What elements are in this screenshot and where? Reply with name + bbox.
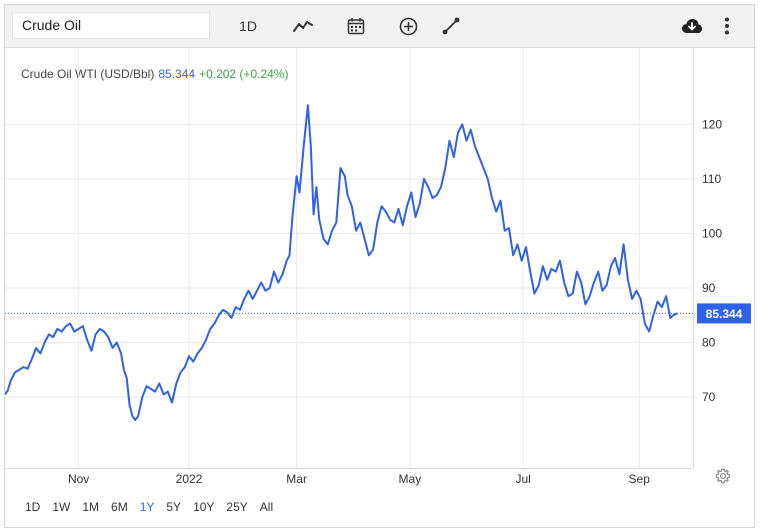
symbol-search-input[interactable]: Crude Oil	[12, 12, 210, 39]
range-button-1m[interactable]: 1M	[82, 500, 100, 514]
range-button-1w[interactable]: 1W	[52, 500, 71, 514]
range-button-5y[interactable]: 5Y	[166, 500, 182, 514]
range-button-25y[interactable]: 25Y	[226, 500, 248, 514]
x-tick-label: Nov	[68, 472, 89, 486]
legend-change: +0.202 (+0.24%)	[199, 67, 289, 81]
settings-gear-icon[interactable]	[715, 468, 731, 484]
range-button-all[interactable]: All	[259, 500, 274, 514]
x-tick-label: Sep	[629, 472, 651, 486]
legend-price: 85.344	[158, 67, 196, 81]
x-tick-label: Mar	[286, 472, 307, 486]
y-tick-label: 110	[702, 172, 721, 186]
range-button-1y[interactable]: 1Y	[139, 500, 155, 514]
price-chart[interactable]: 70 80 90 100 110 120 Nov 2022 Mar May Jul Sep 85.344	[5, 48, 754, 488]
price-series-line	[5, 104, 678, 421]
y-tick-label: 80	[702, 336, 716, 350]
toolbar: Crude Oil 1D	[5, 5, 754, 48]
chart-widget: Crude Oil 1D	[4, 4, 755, 528]
legend-symbol-name: Crude Oil WTI (USD/Bbl)	[21, 67, 155, 81]
draw-line-icon[interactable]	[440, 14, 462, 38]
x-tick-label: May	[399, 472, 422, 486]
y-tick-label: 100	[702, 226, 722, 240]
range-button-10y[interactable]: 10Y	[193, 500, 215, 514]
interval-button[interactable]: 1D	[239, 18, 257, 34]
chart-legend: Crude Oil WTI (USD/Bbl) 85.344 +0.202 (+0.…	[21, 67, 288, 81]
y-tick-label: 70	[702, 390, 716, 404]
y-tick-label: 120	[702, 117, 722, 131]
add-circle-icon[interactable]	[397, 14, 419, 38]
range-button-6m[interactable]: 6M	[111, 500, 128, 514]
download-cloud-icon[interactable]	[680, 14, 704, 38]
line-chart-icon[interactable]	[291, 14, 315, 38]
range-button-1d[interactable]: 1D	[25, 500, 41, 514]
time-range-selector: 1D 1W 1M 6M 1Y 5Y 10Y 25Y All	[5, 496, 279, 518]
calendar-icon[interactable]	[345, 14, 367, 38]
x-tick-label: 2022	[176, 472, 203, 486]
more-vertical-icon[interactable]	[721, 14, 733, 38]
last-price-tag	[697, 303, 751, 324]
y-tick-label: 90	[702, 281, 716, 295]
x-tick-label: Jul	[515, 472, 530, 486]
last-price-tag-label: 85.344	[706, 307, 743, 321]
